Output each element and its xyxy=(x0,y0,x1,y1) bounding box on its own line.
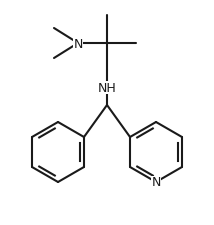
Text: NH: NH xyxy=(98,81,116,94)
Text: N: N xyxy=(151,176,161,189)
Text: N: N xyxy=(73,37,83,50)
